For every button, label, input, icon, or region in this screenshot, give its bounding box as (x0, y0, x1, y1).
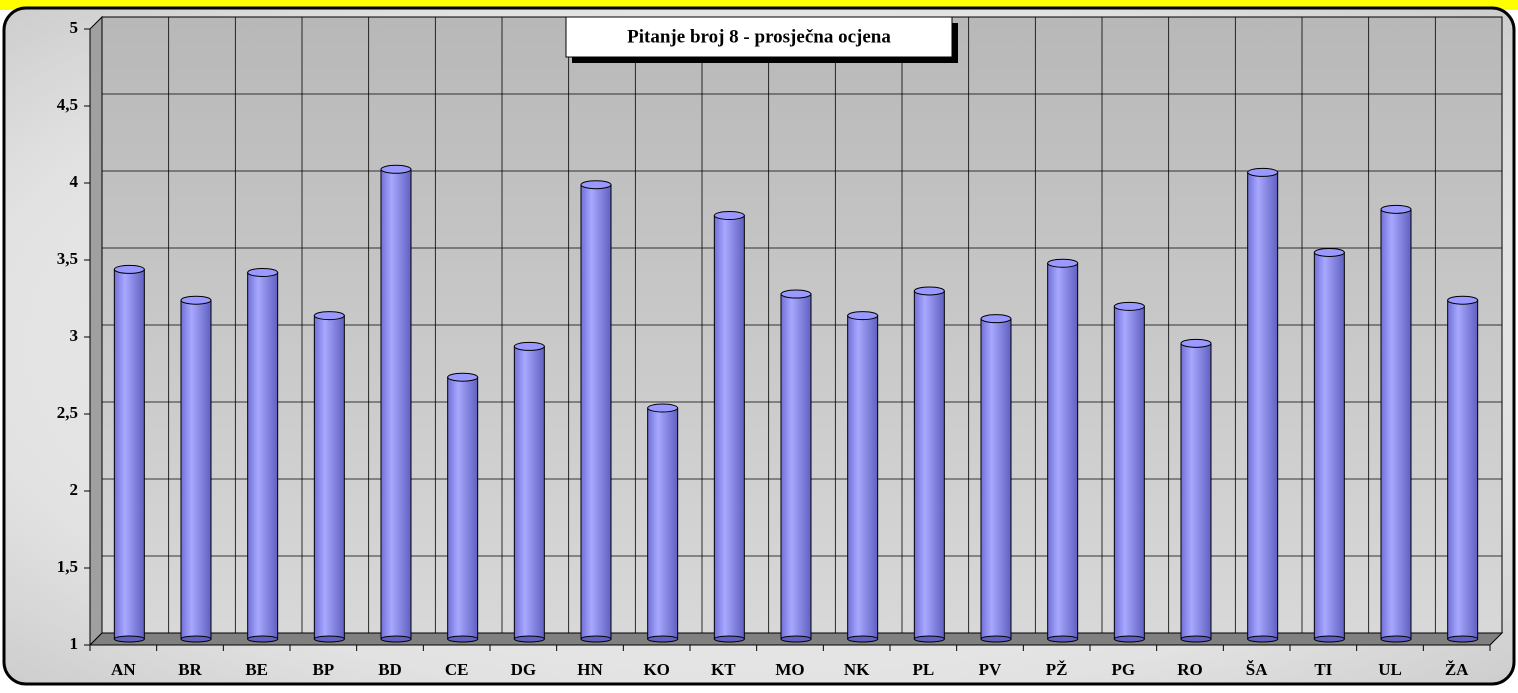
bar (780, 293, 812, 640)
bar-top (313, 311, 345, 321)
x-tick-label: BD (378, 660, 402, 679)
bar-base (1180, 635, 1212, 643)
bar (247, 271, 279, 640)
bar-base (513, 635, 545, 643)
x-tick-label: PV (979, 660, 1002, 679)
bar (1047, 262, 1079, 640)
x-tick-label: AN (111, 660, 136, 679)
bar (647, 407, 679, 640)
bar (1380, 208, 1412, 640)
bar (180, 299, 212, 640)
bar-top (713, 211, 745, 220)
y-tick-label: 3 (70, 326, 79, 345)
bar (1180, 342, 1212, 640)
bar-base (713, 635, 745, 643)
bar-top (447, 372, 479, 382)
x-tick-label: ŠA (1246, 660, 1268, 679)
bar (1247, 171, 1279, 640)
bar-top (380, 164, 412, 174)
x-tick-label: KT (711, 660, 736, 679)
x-tick-label: UL (1378, 660, 1402, 679)
bar (580, 184, 612, 640)
x-tick-label: TI (1314, 660, 1332, 679)
bar (113, 268, 145, 640)
bar-top (513, 341, 545, 351)
y-tick-label: 1,5 (57, 557, 78, 576)
x-tick-label: KO (643, 660, 669, 679)
bar-base (1380, 635, 1412, 643)
y-tick-label: 3,5 (57, 249, 78, 268)
bar-top (980, 314, 1012, 324)
bar-base (580, 635, 612, 643)
bar-base (847, 635, 879, 643)
bar-top (113, 264, 145, 274)
bar-top (1380, 204, 1412, 214)
bar-base (180, 635, 212, 643)
bar (513, 345, 545, 640)
x-tick-label: CE (445, 660, 469, 679)
x-tick-label: ŽA (1445, 660, 1469, 679)
bar (1447, 299, 1479, 640)
bar (380, 168, 412, 640)
bar-top (1113, 301, 1145, 311)
bar-base (913, 635, 945, 643)
x-tick-label: NK (844, 660, 870, 679)
bar (847, 315, 879, 640)
x-tick-label: PŽ (1046, 660, 1068, 679)
bar-base (313, 635, 345, 643)
bar-base (1313, 635, 1345, 643)
bar (447, 376, 479, 640)
sheet-strip (0, 0, 1518, 10)
bar (913, 290, 945, 640)
bar-base (1113, 635, 1145, 643)
bar-top (580, 180, 612, 190)
bar-top (180, 295, 212, 305)
bar-base (780, 635, 812, 643)
x-tick-label: HN (577, 660, 603, 679)
bar-top (647, 403, 679, 413)
bar-top (1047, 258, 1079, 268)
x-tick-label: DG (511, 660, 537, 679)
bar-base (113, 635, 145, 643)
bar (980, 318, 1012, 640)
bar-top (913, 286, 945, 296)
y-tick-label: 2 (70, 480, 79, 499)
bar-base (647, 635, 679, 643)
bar-base (1247, 635, 1279, 643)
x-tick-label: PG (1112, 660, 1136, 679)
side-wall (89, 15, 103, 647)
y-tick-label: 1 (70, 634, 79, 653)
x-tick-label: MO (775, 660, 804, 679)
bar (1113, 305, 1145, 640)
x-tick-label: BP (312, 660, 334, 679)
bar-base (1447, 635, 1479, 643)
bar (713, 215, 745, 640)
x-tick-label: PL (912, 660, 934, 679)
title-box (565, 16, 953, 58)
bar-top (1447, 295, 1479, 305)
bar-top (1313, 247, 1345, 257)
bar (1313, 251, 1345, 640)
bar-base (980, 635, 1012, 643)
y-tick-label: 2,5 (57, 403, 78, 422)
y-tick-label: 4,5 (57, 95, 78, 114)
x-tick-label: BE (245, 660, 268, 679)
x-tick-label: RO (1177, 660, 1203, 679)
bar-top (847, 311, 879, 321)
bar-top (1247, 167, 1279, 177)
x-tick-label: BR (178, 660, 202, 679)
y-tick-label: 5 (70, 18, 79, 37)
bar-base (1047, 635, 1079, 643)
bar-top (780, 289, 812, 299)
y-tick-label: 4 (70, 172, 79, 191)
chart-title: Pitanje broj 8 - prosječna ocjena (627, 26, 891, 47)
bar (313, 315, 345, 640)
bar-base (380, 635, 412, 643)
bar-base (447, 635, 479, 643)
bar-top (247, 267, 279, 277)
bar-base (247, 635, 279, 643)
bar-top (1180, 338, 1212, 348)
